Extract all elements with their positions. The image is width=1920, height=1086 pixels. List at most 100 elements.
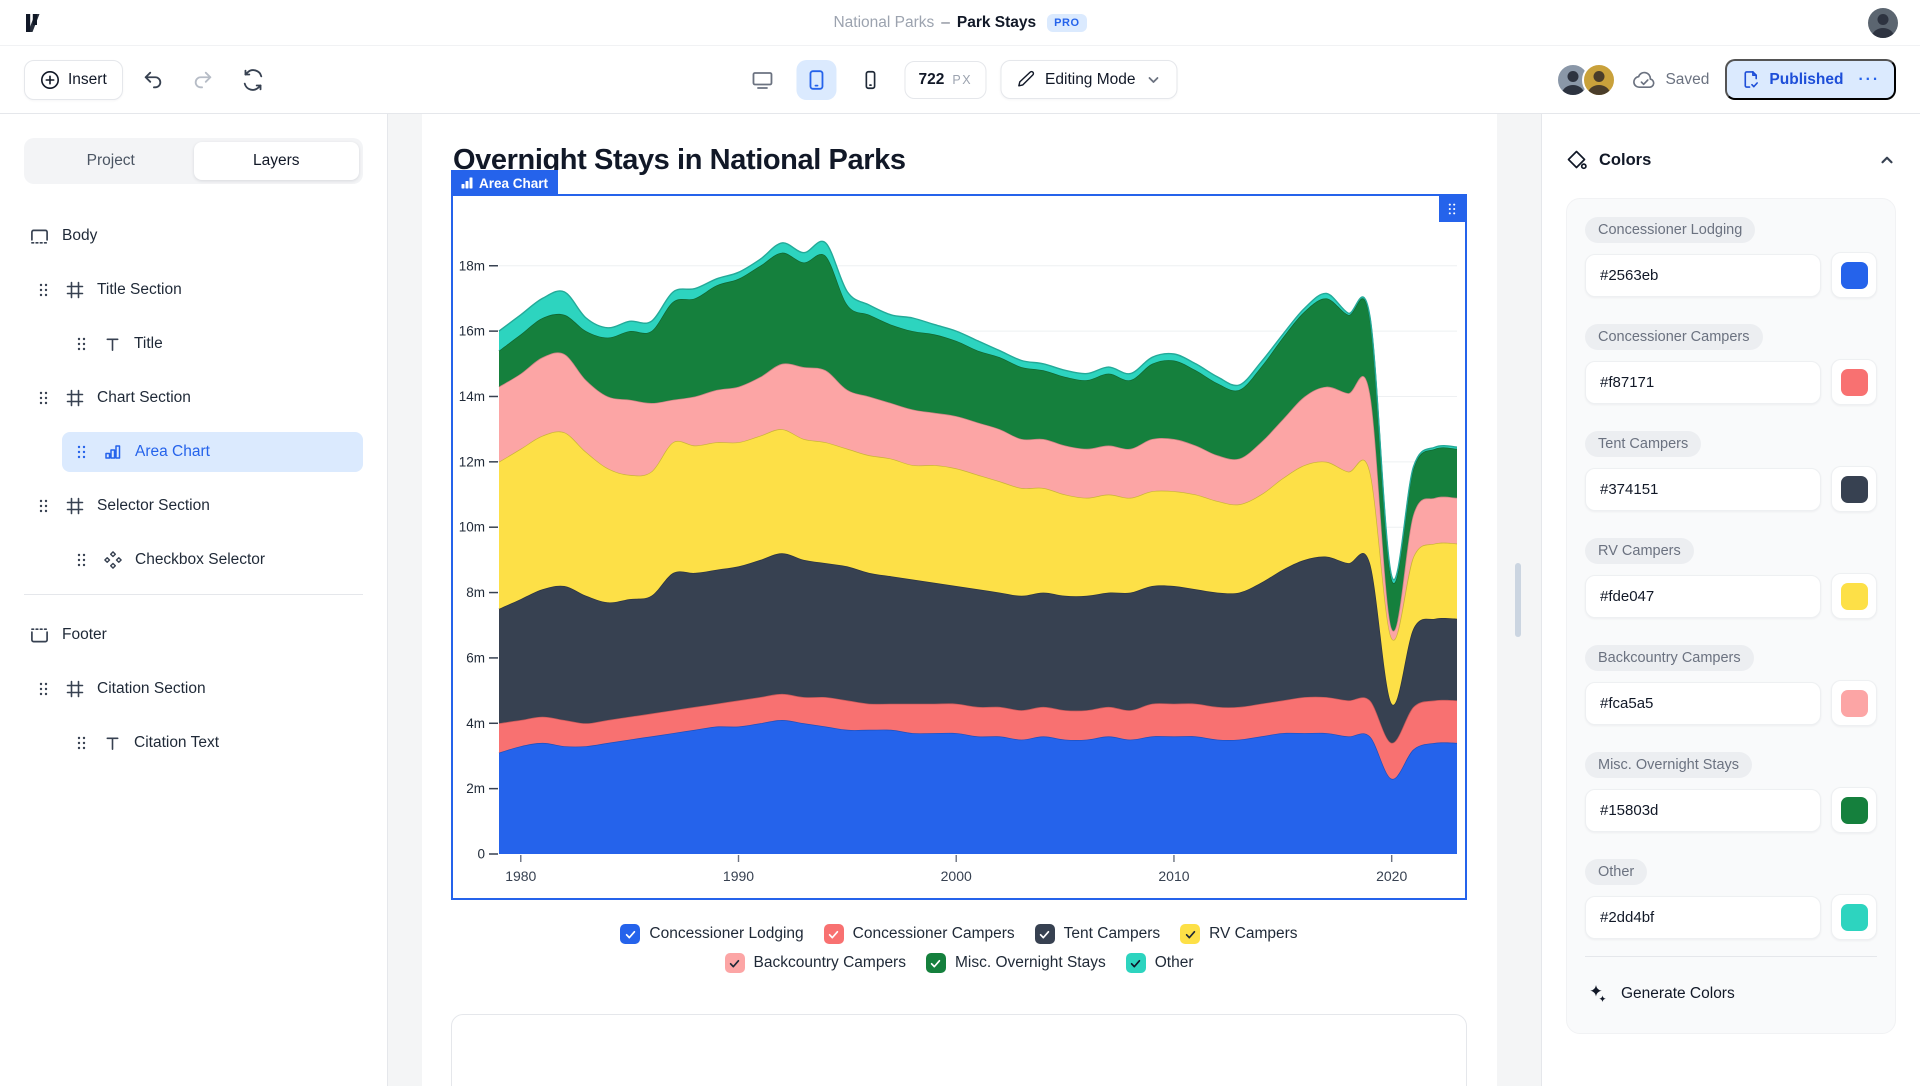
layer-title-section[interactable]: Title Section	[24, 270, 363, 310]
colors-section-title: Colors	[1599, 150, 1652, 169]
hex-input[interactable]: #2563eb	[1585, 253, 1821, 297]
checkbox-checked[interactable]	[823, 924, 844, 944]
legend-item-tent-campers[interactable]: Tent Campers	[1034, 924, 1161, 944]
drag-handle-icon[interactable]	[76, 735, 90, 751]
hex-input[interactable]: #f87171	[1585, 360, 1821, 404]
checkbox-checked[interactable]	[1034, 924, 1055, 944]
legend-item-concessioner-lodging[interactable]: Concessioner Lodging	[620, 924, 804, 944]
selected-chart-frame[interactable]: Area Chart 0 2m 4m 6m 8m 10m 12m 14m 16m 18m 1980 1…	[451, 170, 1467, 900]
panel-divider	[1585, 956, 1877, 957]
layer-footer[interactable]: Footer	[24, 615, 363, 655]
hex-input[interactable]: #fca5a5	[1585, 681, 1821, 725]
color-entry-name: RV Campers	[1585, 538, 1694, 564]
checkbox-checked[interactable]	[620, 924, 641, 944]
hex-input[interactable]: #fde047	[1585, 574, 1821, 618]
legend-item-other[interactable]: Other	[1125, 953, 1194, 973]
layer-label: Footer	[62, 626, 107, 643]
hex-input[interactable]: #15803d	[1585, 788, 1821, 832]
layer-label: Citation Text	[134, 734, 220, 751]
device-mobile-button[interactable]	[850, 60, 890, 100]
legend-row-1: Concessioner Lodging Concessioner Camper…	[620, 924, 1298, 944]
layer-label: Citation Section	[97, 680, 206, 697]
layer-title[interactable]: Title	[24, 324, 363, 364]
hex-input[interactable]: #374151	[1585, 467, 1821, 511]
frame-icon	[66, 389, 84, 407]
color-swatch-button[interactable]	[1831, 894, 1877, 940]
viewport-width-input[interactable]: 722 PX	[904, 60, 987, 99]
layer-checkbox-selector[interactable]: Checkbox Selector	[24, 540, 363, 580]
legend-item-misc-overnight-stays[interactable]: Misc. Overnight Stays	[925, 953, 1106, 973]
drag-handle-icon[interactable]	[76, 444, 90, 460]
layer-citation-text[interactable]: Citation Text	[24, 723, 363, 763]
drag-handle-icon[interactable]	[38, 498, 52, 514]
generate-colors-label: Generate Colors	[1621, 985, 1735, 1002]
layer-label: Selector Section	[97, 497, 210, 514]
layer-body[interactable]: Body	[24, 216, 363, 256]
color-swatch-button[interactable]	[1831, 466, 1877, 512]
editing-mode-dropdown[interactable]: Editing Mode	[1000, 60, 1178, 99]
drag-handle-icon[interactable]	[76, 336, 90, 352]
tab-layers[interactable]: Layers	[193, 142, 359, 180]
svg-text:4m: 4m	[466, 716, 485, 731]
layer-label: Title	[134, 335, 163, 352]
checkbox-checked[interactable]	[1180, 924, 1201, 944]
refresh-button[interactable]	[233, 60, 273, 100]
svg-text:2010: 2010	[1158, 868, 1189, 884]
color-entry-tent-campers: Tent Campers #374151	[1585, 431, 1877, 512]
generate-colors-button[interactable]: Generate Colors	[1585, 973, 1877, 1015]
undo-button[interactable]	[133, 60, 173, 100]
sidebar-tabs: Project Layers	[24, 138, 363, 184]
color-entry-name: Backcountry Campers	[1585, 645, 1754, 671]
canvas-scrollbar[interactable]	[1515, 563, 1521, 637]
device-tablet-button[interactable]	[796, 59, 837, 100]
legend-item-backcountry-campers[interactable]: Backcountry Campers	[724, 953, 906, 973]
svg-text:14m: 14m	[459, 389, 485, 404]
color-swatch-button[interactable]	[1831, 252, 1877, 298]
footer-section-preview[interactable]	[451, 1014, 1467, 1086]
redo-icon	[192, 69, 214, 91]
colors-section-header[interactable]: Colors	[1566, 140, 1896, 180]
checkbox-checked[interactable]	[724, 953, 745, 973]
chevron-down-icon	[1146, 72, 1162, 88]
area-chart-svg: 0 2m 4m 6m 8m 10m 12m 14m 16m 18m 1980 1990 2000 2010…	[459, 240, 1458, 884]
color-swatch-button[interactable]	[1831, 787, 1877, 833]
frame-drag-handle[interactable]	[1439, 196, 1465, 222]
save-status: Saved	[1632, 69, 1709, 91]
insert-button[interactable]: Insert	[24, 59, 123, 100]
published-button[interactable]: Published ···	[1725, 59, 1896, 100]
collaborator-avatar-2[interactable]	[1582, 62, 1617, 97]
footer-icon	[30, 626, 49, 645]
layer-citation-section[interactable]: Citation Section	[24, 669, 363, 709]
legend-label: Tent Campers	[1063, 925, 1161, 942]
chevron-up-icon[interactable]	[1878, 151, 1896, 169]
legend-item-concessioner-campers[interactable]: Concessioner Campers	[823, 924, 1015, 944]
legend-item-rv-campers[interactable]: RV Campers	[1180, 924, 1298, 944]
checkbox-checked[interactable]	[925, 953, 946, 973]
redo-button[interactable]	[183, 60, 223, 100]
app-logo-icon[interactable]	[22, 12, 44, 34]
drag-handle-icon[interactable]	[38, 390, 52, 406]
hex-input[interactable]: #2dd4bf	[1585, 895, 1821, 939]
svg-text:2000: 2000	[941, 868, 972, 884]
legend-label: Misc. Overnight Stays	[954, 954, 1106, 971]
drag-handle-icon[interactable]	[38, 282, 52, 298]
layer-chart-section[interactable]: Chart Section	[24, 378, 363, 418]
color-swatch	[1840, 368, 1868, 396]
checkbox-checked[interactable]	[1125, 953, 1146, 973]
more-options-icon[interactable]: ···	[1858, 70, 1880, 88]
plus-circle-icon	[40, 70, 60, 90]
properties-panel: Colors Concessioner Lodging #2563eb Conc…	[1541, 114, 1920, 1086]
drag-handle-icon[interactable]	[76, 552, 90, 568]
color-swatch-button[interactable]	[1831, 359, 1877, 405]
layer-label: Body	[62, 227, 98, 244]
color-swatch-button[interactable]	[1831, 680, 1877, 726]
color-entry-rv-campers: RV Campers #fde047	[1585, 538, 1877, 619]
layer-area-chart[interactable]: Area Chart	[62, 432, 363, 472]
drag-handle-icon[interactable]	[38, 681, 52, 697]
layer-selector-section[interactable]: Selector Section	[24, 486, 363, 526]
tab-project[interactable]: Project	[86, 152, 135, 169]
color-swatch-button[interactable]	[1831, 573, 1877, 619]
layers-sidebar: Project Layers Body Title Section	[0, 114, 388, 1086]
account-avatar[interactable]	[1868, 7, 1898, 38]
device-desktop-button[interactable]	[742, 60, 782, 100]
